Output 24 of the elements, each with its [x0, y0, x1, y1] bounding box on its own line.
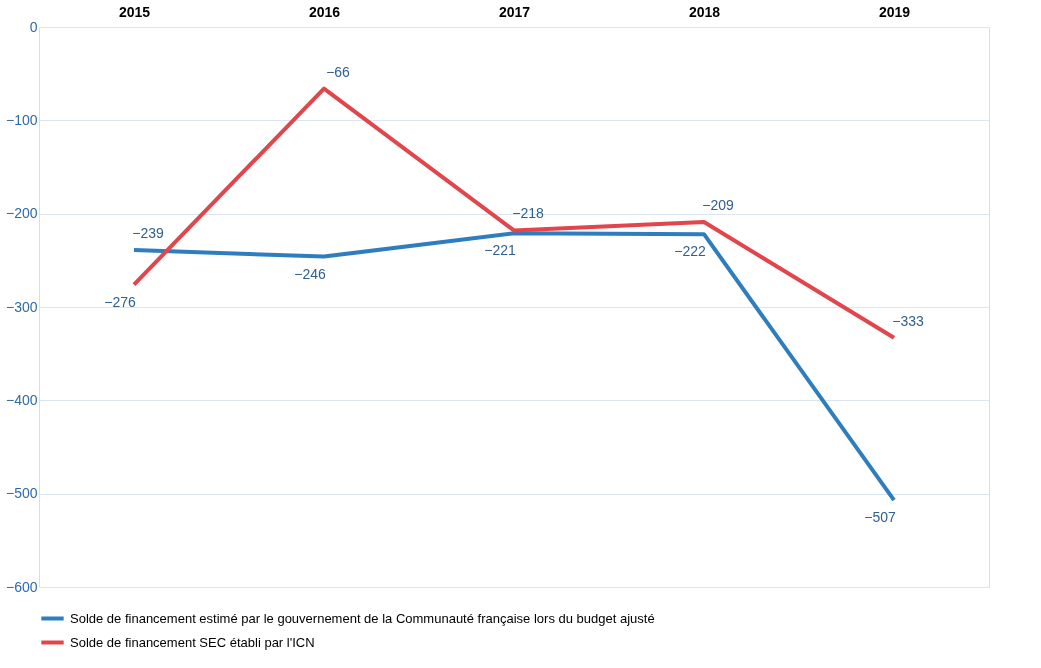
data-label: −66: [326, 63, 351, 80]
y-tick-label: 0: [29, 18, 38, 35]
data-label: −333: [892, 312, 924, 329]
y-tick-label: −200: [5, 205, 38, 222]
data-label: −221: [484, 242, 516, 259]
y-tick-label: −600: [5, 578, 38, 595]
data-label: −239: [132, 225, 164, 242]
data-label: −246: [294, 265, 326, 282]
data-label: −507: [864, 509, 896, 526]
y-tick-label: −300: [5, 298, 38, 315]
x-tick-label: 2017: [498, 3, 531, 20]
y-tick-label: −100: [5, 111, 38, 128]
legend-label: Solde de financement SEC établi par l'ICN: [70, 634, 315, 650]
data-label: −222: [674, 243, 706, 260]
y-tick-label: −500: [5, 485, 38, 502]
data-label: −218: [512, 205, 544, 222]
x-tick-label: 2016: [308, 3, 341, 20]
legend-label: Solde de financement estimé par le gouvernement de la Communauté française lors du budget ajusté: [70, 610, 655, 626]
y-tick-label: −400: [5, 391, 38, 408]
x-tick-label: 2018: [688, 3, 721, 20]
x-tick-label: 2019: [878, 3, 911, 20]
x-tick-label: 2015: [118, 3, 151, 20]
data-label: −276: [104, 293, 136, 310]
data-label: −209: [702, 197, 734, 214]
